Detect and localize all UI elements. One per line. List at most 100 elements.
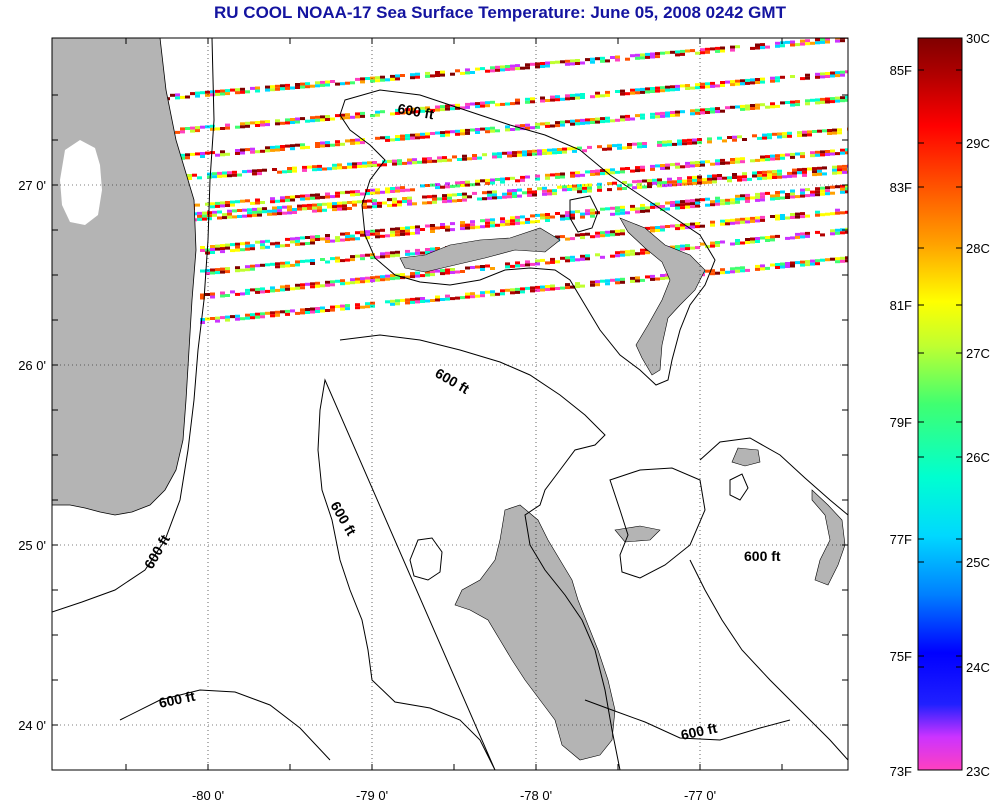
sst-pixel [365,233,370,237]
sst-pixel [645,52,650,56]
sst-pixel [830,100,835,104]
sst-pixel [575,233,580,237]
sst-pixel [437,159,442,163]
sst-pixel [247,211,252,215]
sst-pixel [562,188,567,192]
sst-pixel [662,143,667,147]
sst-pixel [240,87,245,91]
sst-pixel [387,159,392,163]
sst-pixel [465,292,470,296]
sst-pixel [377,163,382,167]
sst-pixel [790,75,795,78]
sst-pixel [305,282,310,286]
sst-pixel [785,196,790,199]
sst-pixel [330,308,335,312]
sst-pixel [530,62,535,66]
sst-pixel [777,132,782,136]
sst-pixel [560,175,565,179]
sst-pixel [425,109,430,113]
sst-pixel [200,125,205,129]
sst-pixel [380,255,385,259]
sst-pixel [340,82,345,86]
sst-pixel [365,305,370,309]
eleuthera-island [731,447,846,586]
sst-pixel [380,136,385,140]
sst-pixel [205,125,210,129]
sst-pixel [215,247,220,251]
sst-pixel [460,132,465,136]
sst-pixel [735,266,740,270]
sst-pixel [457,193,462,196]
sst-pixel [355,303,360,307]
sst-pixel [665,276,670,280]
sst-pixel [225,204,230,207]
sst-pixel [445,107,450,111]
sst-pixel [410,297,415,301]
sst-pixel [560,235,565,239]
sst-pixel [385,187,390,191]
sst-pixel [312,203,317,207]
sst-pixel [410,76,415,80]
sst-pixel [650,277,655,281]
sst-pixel [215,244,220,248]
sst-pixel [255,198,260,202]
sst-pixel [545,99,550,102]
sst-pixel [635,88,640,92]
sst-pixel [522,150,527,154]
sst-pixel [595,57,600,61]
sst-pixel [657,143,662,147]
sst-pixel [230,203,235,207]
sst-pixel [610,206,615,210]
sst-pixel [817,166,822,170]
sst-pixel [170,93,175,97]
sst-pixel [730,161,735,164]
sst-pixel [647,185,652,189]
sst-pixel [790,100,795,104]
sst-pixel [395,276,400,280]
sst-pixel [357,162,362,165]
sst-pixel [665,88,670,92]
sst-pixel [360,230,365,234]
sst-pixel [250,264,255,268]
sst-pixel [400,186,405,190]
sst-pixel [280,148,285,151]
contour-label: 600 ft [679,720,718,743]
sst-pixel [205,151,210,155]
sst-pixel [202,211,207,215]
sst-pixel [210,271,215,275]
sst-pixel [807,167,812,171]
sst-pixel [815,262,820,266]
sst-pixel [470,292,475,296]
sst-pixel [720,199,725,203]
sst-pixel [765,158,770,162]
sst-pixel [797,168,802,172]
sst-pixel [315,284,320,288]
sst-pixel [217,174,222,178]
sst-pixel [735,218,740,222]
sst-pixel [445,225,450,229]
sst-pixel [412,161,417,165]
sst-pixel [280,285,285,289]
sst-pixel [285,261,290,265]
sst-pixel [180,156,185,160]
sst-pixel [617,187,622,191]
sst-pixel [237,209,242,212]
sst-pixel [625,211,630,215]
sst-pixel [725,219,730,223]
sst-pixel [620,205,625,209]
sst-pixel [255,315,260,319]
sst-pixel [537,152,542,156]
longitude-label: -80 0' [192,788,224,803]
sst-pixel [360,111,365,115]
sst-pixel [197,217,202,221]
sst-pixel [250,121,255,125]
sst-pixel [735,79,740,83]
sst-pixel [710,110,715,114]
sst-pixel [815,187,820,191]
sst-pixel [210,93,215,97]
graticule-grid [52,38,848,770]
sst-pixel [197,214,202,218]
sst-pixel [440,223,445,226]
sst-pixel [520,215,525,219]
sst-pixel [755,106,760,110]
